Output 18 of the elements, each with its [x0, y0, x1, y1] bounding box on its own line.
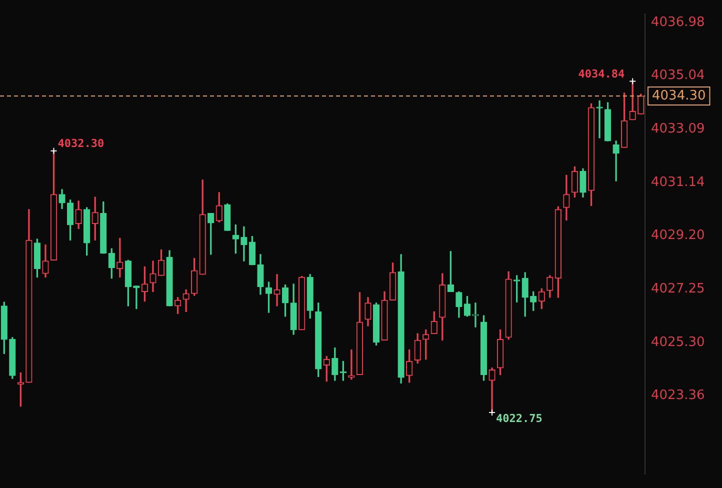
y-tick-label: 4031.14: [651, 174, 705, 190]
y-tick-label: 4023.36: [651, 388, 705, 404]
ref-line-label: 4034.30: [652, 88, 706, 104]
candlestick: [472, 302, 479, 328]
y-tick-label: 4029.20: [651, 228, 705, 244]
annotation: 4032.30: [58, 137, 104, 150]
y-tick-label: 4027.25: [651, 282, 705, 297]
y-tick-label: 4025.30: [651, 335, 705, 350]
annotation: 4022.75: [496, 412, 542, 425]
candlestick: [596, 100, 603, 138]
candlestick: [240, 226, 248, 262]
annotation: 4034.84: [578, 68, 625, 81]
y-tick-label: 4036.98: [651, 14, 705, 30]
candlestick: [274, 274, 280, 306]
candlestick: [612, 140, 620, 182]
y-tick-label: 4035.04: [651, 68, 705, 84]
candlestick: [348, 349, 355, 380]
y-tick-label: 4033.09: [651, 122, 705, 137]
